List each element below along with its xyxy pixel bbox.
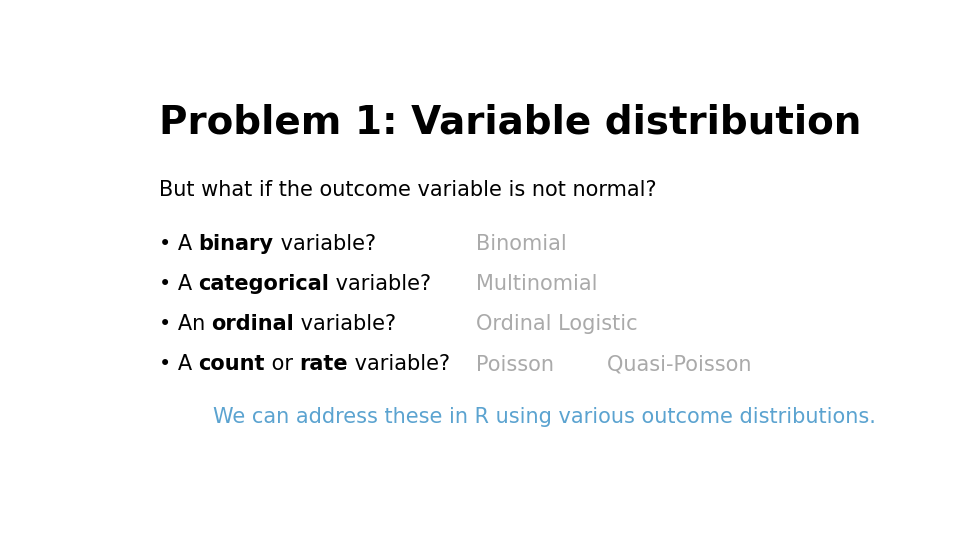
Text: • A: • A (158, 354, 199, 374)
Text: ordinal: ordinal (211, 314, 295, 334)
Text: • An: • An (158, 314, 211, 334)
Text: We can address these in R using various outcome distributions.: We can address these in R using various … (213, 408, 876, 428)
Text: Binomial: Binomial (476, 234, 567, 254)
Text: variable?: variable? (295, 314, 396, 334)
Text: But what if the outcome variable is not normal?: But what if the outcome variable is not … (158, 180, 657, 200)
Text: binary: binary (199, 234, 274, 254)
Text: Multinomial: Multinomial (476, 274, 598, 294)
Text: variable?: variable? (348, 354, 450, 374)
Text: rate: rate (300, 354, 348, 374)
Text: variable?: variable? (329, 274, 431, 294)
Text: or: or (265, 354, 300, 374)
Text: Poisson        Quasi-Poisson: Poisson Quasi-Poisson (476, 354, 752, 374)
Text: • A: • A (158, 274, 199, 294)
Text: • A: • A (158, 234, 199, 254)
Text: Ordinal Logistic: Ordinal Logistic (476, 314, 638, 334)
Text: Problem 1: Variable distribution: Problem 1: Variable distribution (158, 103, 861, 141)
Text: categorical: categorical (199, 274, 329, 294)
Text: variable?: variable? (274, 234, 375, 254)
Text: count: count (199, 354, 265, 374)
